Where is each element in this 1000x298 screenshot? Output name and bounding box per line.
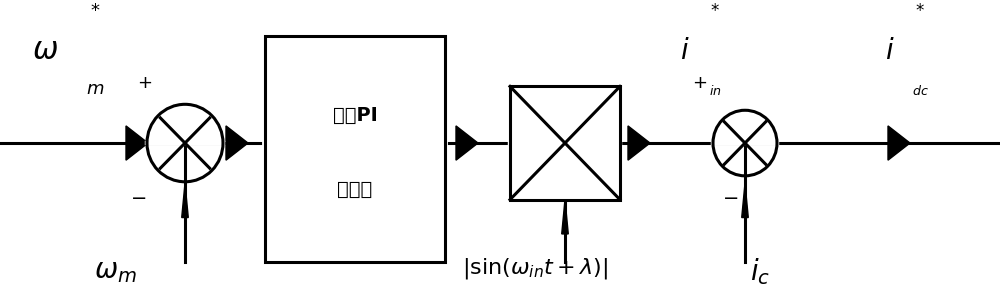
- Bar: [510, 86, 620, 200]
- Text: $_{in}$: $_{in}$: [709, 80, 721, 98]
- Text: $\omega_m$: $\omega_m$: [94, 257, 136, 285]
- Text: $|\sin(\omega_{in}t+\lambda)|$: $|\sin(\omega_{in}t+\lambda)|$: [462, 256, 608, 281]
- Text: $-$: $-$: [130, 187, 146, 206]
- Text: $i$: $i$: [885, 37, 895, 65]
- Text: $i$: $i$: [680, 37, 690, 65]
- Text: $-$: $-$: [722, 187, 738, 206]
- Text: $*$: $*$: [90, 0, 100, 18]
- Polygon shape: [628, 126, 650, 160]
- Text: 转速PI: 转速PI: [333, 105, 377, 125]
- Text: $+$: $+$: [692, 74, 708, 92]
- Text: 调节器: 调节器: [337, 180, 373, 199]
- Polygon shape: [456, 126, 478, 160]
- Polygon shape: [888, 126, 910, 160]
- Text: $*$: $*$: [710, 0, 720, 18]
- Polygon shape: [182, 183, 188, 218]
- Bar: [265, 36, 445, 262]
- Text: $_{dc}$: $_{dc}$: [912, 80, 928, 98]
- Polygon shape: [562, 200, 568, 234]
- Text: $*$: $*$: [915, 0, 925, 18]
- Polygon shape: [742, 183, 748, 218]
- Text: $+$: $+$: [137, 74, 153, 92]
- Polygon shape: [126, 126, 148, 160]
- Text: $m$: $m$: [86, 80, 104, 98]
- Text: $\omega$: $\omega$: [32, 36, 58, 65]
- Polygon shape: [226, 126, 248, 160]
- Text: $i_c$: $i_c$: [750, 256, 770, 287]
